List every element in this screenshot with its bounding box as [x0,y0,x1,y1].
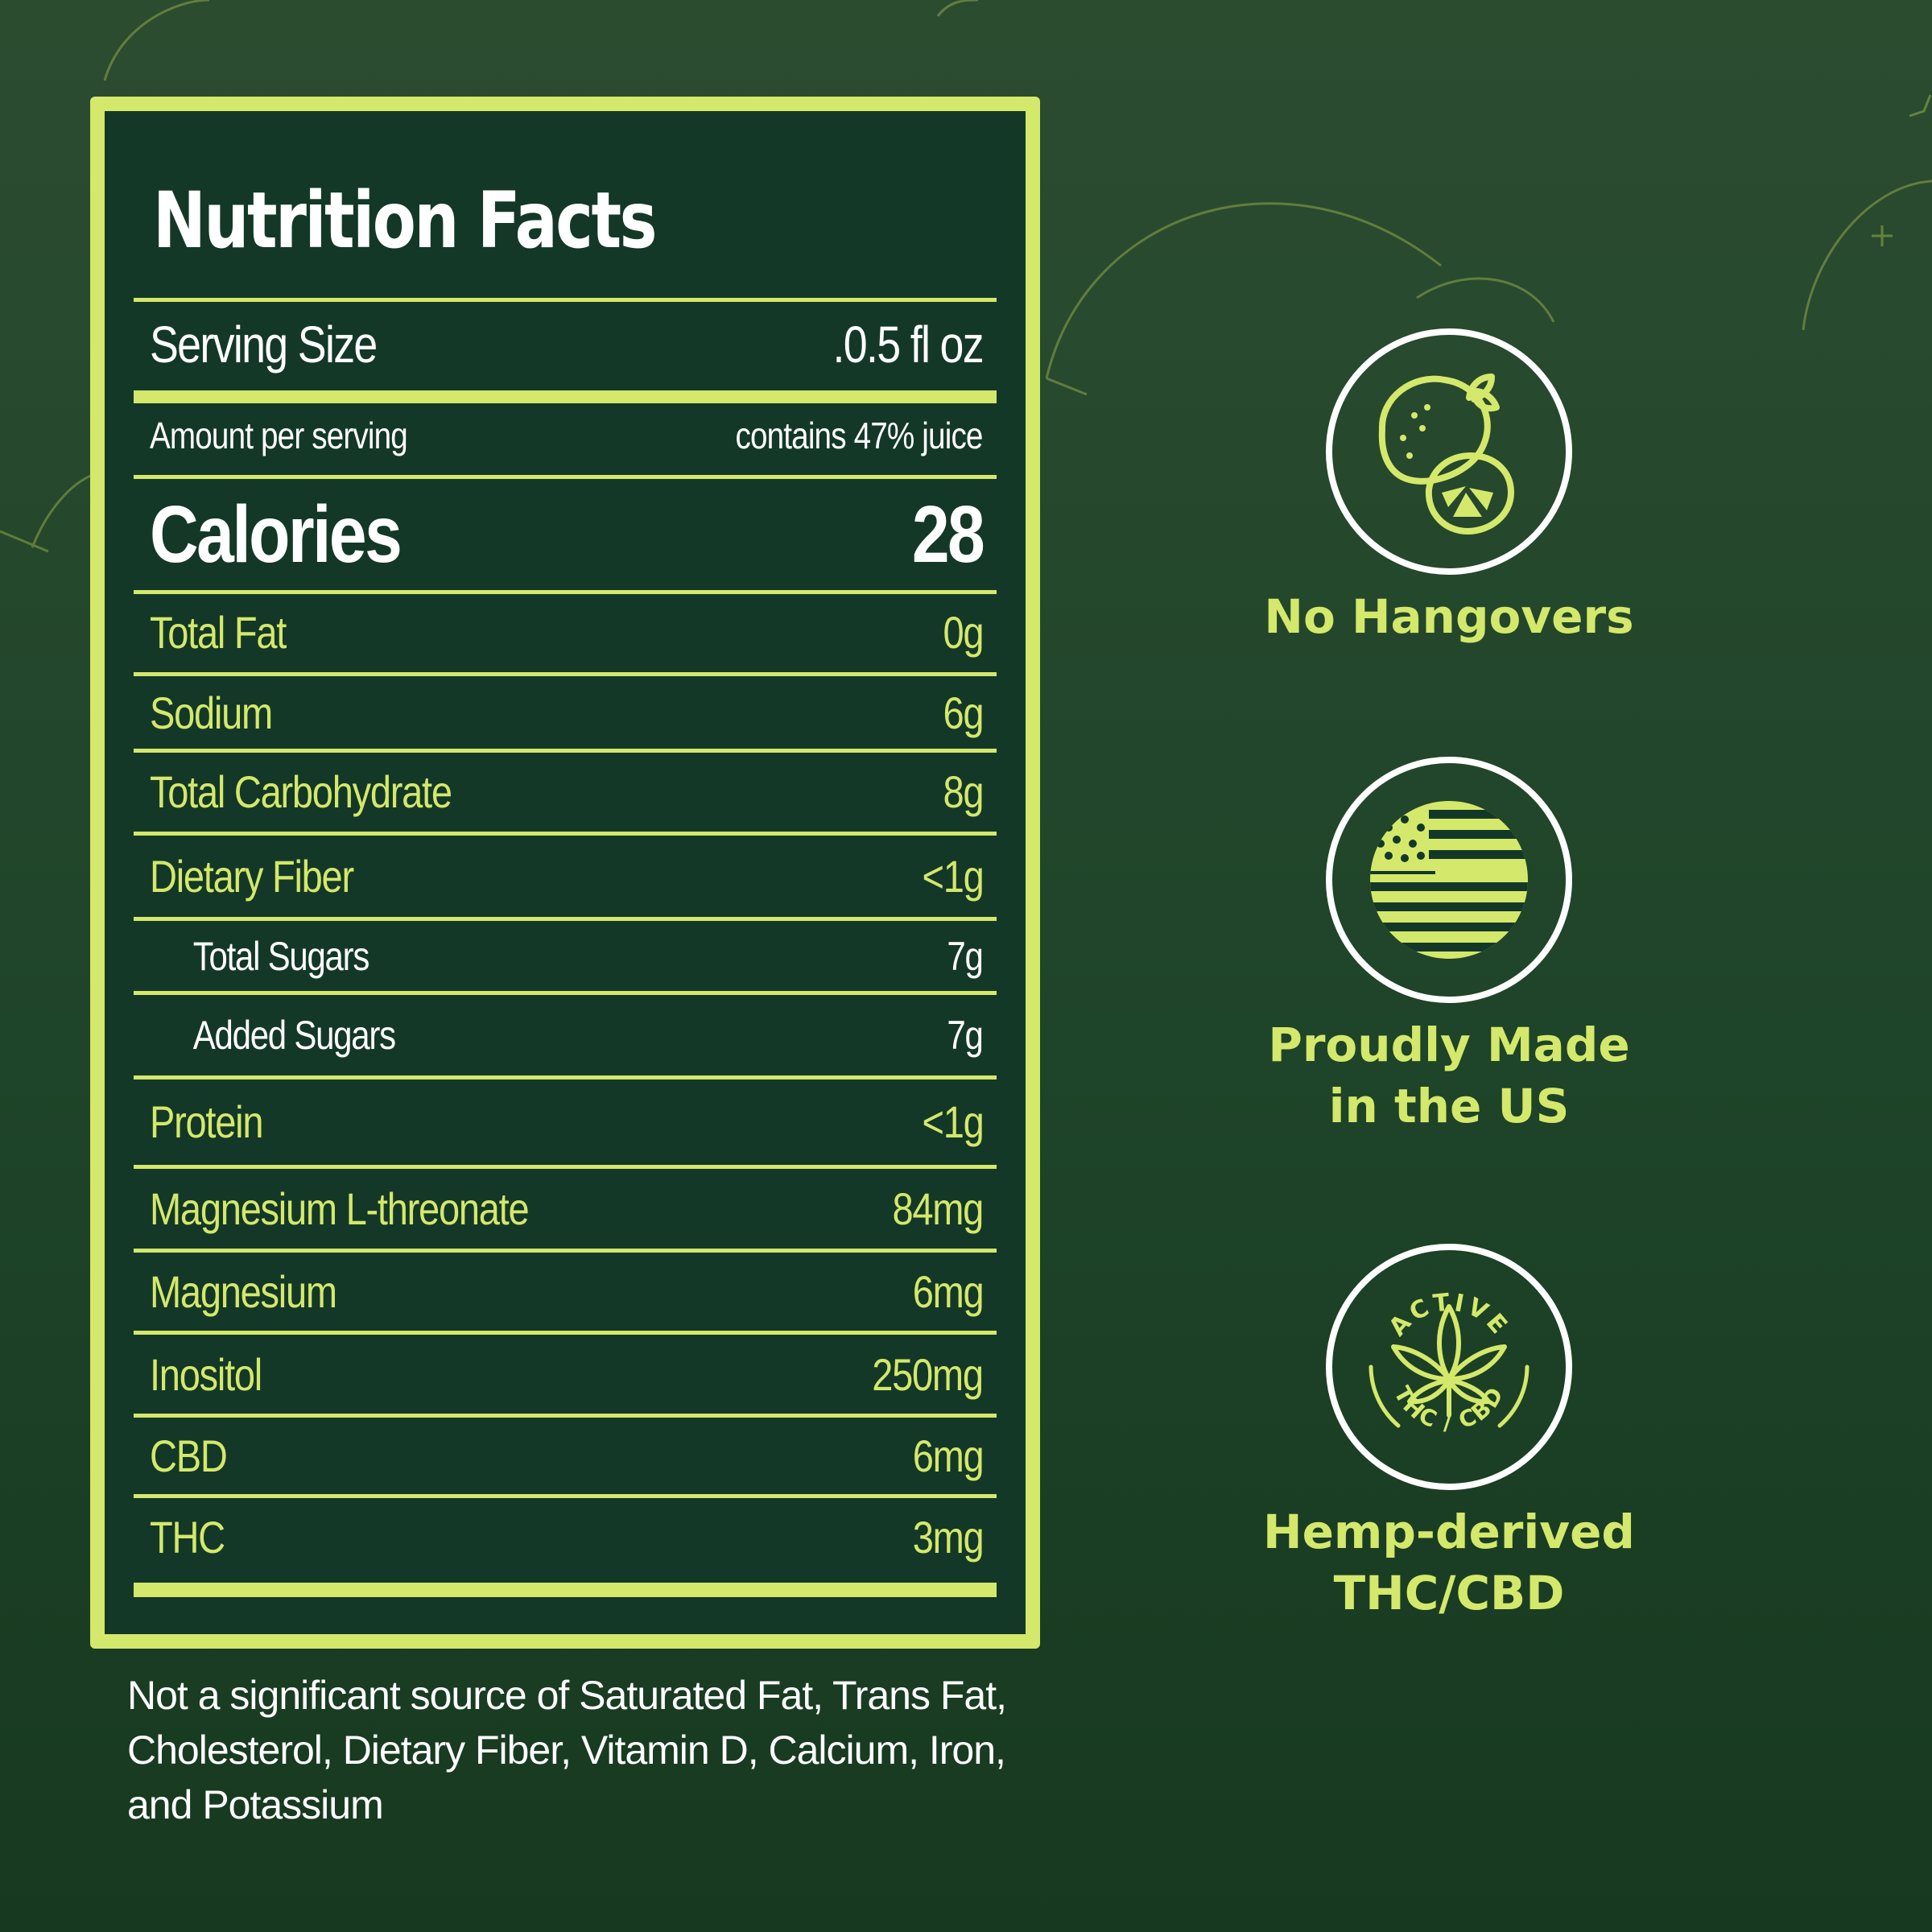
nutrient-value: 0g [943,607,984,658]
divider [134,1165,997,1169]
nutrient-value: <1g [921,1096,984,1147]
divider [134,832,997,836]
juice-note: contains 47% juice [735,415,984,456]
badge-made-in-us: Proudly Made in the US [1208,757,1690,1143]
serving-size-value: .0.5 fl oz [832,316,985,374]
nutrient-label: Added Sugars [192,1013,396,1058]
nutrient-row-magnesium-l-threonate: Magnesium L-threonate 84mg [150,1169,984,1249]
divider [134,1331,997,1335]
calories-row: Calories 28 [150,483,985,586]
nutrient-label: Total Fat [150,607,287,658]
divider [134,1249,997,1253]
footnote: Not a significant source of Saturated Fa… [127,1673,1007,1827]
nutrition-facts-title: Nutrition Facts [153,175,657,266]
nutrient-row-protein: Protein <1g [150,1080,984,1164]
amount-per-serving-row: Amount per serving contains 47% juice [150,407,984,464]
badge-label-line: THC/CBD [1333,1566,1565,1620]
nutrient-row-total-carbohydrate: Total Carbohydrate 8g [150,753,984,831]
nutrient-label: Magnesium L-threonate [150,1183,530,1234]
badge-circle [1326,757,1572,1003]
hemp-leaf-icon: ACTIVE THC / CBD [1368,1288,1530,1435]
nutrient-label: Protein [150,1096,263,1147]
nutrient-row-total-fat: Total Fat 0g [150,594,984,671]
divider [134,590,997,594]
nutrient-label: Sodium [150,687,273,738]
nutrient-value: 250mg [872,1348,984,1400]
nutrient-value: 7g [947,1013,984,1058]
divider [134,475,997,479]
nutrient-row-inositol: Inositol 250mg [150,1335,984,1414]
divider [134,917,997,921]
calories-label: Calories [150,489,402,580]
badge-no-hangovers: No Hangovers [1208,328,1690,667]
divider [134,298,997,302]
nutrient-label: Total Sugars [192,933,370,979]
nutrient-row-thc: THC 3mg [150,1498,984,1576]
nutrient-value: 6mg [912,1266,984,1317]
us-flag-icon [1370,801,1528,959]
amount-per-serving-label: Amount per serving [150,415,408,456]
divider [134,1494,997,1498]
badge-label-line: Proudly Made [1268,1018,1630,1072]
nutrient-label: Total Carbohydrate [150,766,452,817]
nutrient-row-total-sugars: Total Sugars 7g [150,921,984,991]
nutrient-label: CBD [150,1430,228,1481]
badge-circle [1326,328,1572,575]
nutrient-value: 6g [943,687,984,738]
thick-divider [134,1583,997,1597]
nutrition-facts-panel: Nutrition Facts Serving Size .0.5 fl oz … [90,97,1040,1649]
calories-value: 28 [911,489,985,580]
nutrient-row-added-sugars: Added Sugars 7g [150,995,984,1075]
serving-size-row: Serving Size .0.5 fl oz [150,312,985,377]
badge-label-line: in the US [1328,1079,1570,1133]
badge-label-line: Hemp-derived [1263,1505,1635,1559]
nutrient-label: Magnesium [150,1266,337,1317]
nutrient-value: <1g [921,850,984,902]
badge-label-line: No Hangovers [1264,589,1634,644]
serving-size-label: Serving Size [150,316,378,374]
badge-label: No Hangovers [1208,586,1690,647]
nutrient-value: 84mg [892,1183,984,1234]
nutrient-label: Inositol [150,1348,262,1400]
badge-circle: ACTIVE THC / CBD [1326,1244,1572,1490]
nutrient-value: 6mg [912,1430,984,1481]
badge-hemp-derived: ACTIVE THC / CBD Hemp-derived THC/CBD [1208,1244,1690,1630]
divider [134,1414,997,1418]
nutrient-row-magnesium: Magnesium 6mg [150,1253,984,1331]
ring-text-top: ACTIVE [1384,1288,1512,1342]
nutrient-value: 8g [943,766,984,817]
nutrient-row-cbd: CBD 6mg [150,1418,984,1494]
nutrient-label: THC [150,1512,225,1563]
thick-divider [134,390,997,403]
nutrient-label: Dietary Fiber [150,850,354,902]
nutrient-row-dietary-fiber: Dietary Fiber <1g [150,836,984,916]
divider [134,749,997,753]
lemon-lime-icon [1378,374,1514,535]
divider [134,991,997,995]
svg-text:ACTIVE: ACTIVE [1384,1288,1515,1342]
nutrient-value: 7g [947,933,984,979]
divider [134,672,997,676]
badge-label: Proudly Made in the US [1208,1014,1690,1137]
badge-label: Hemp-derived THC/CBD [1208,1501,1690,1624]
nutrient-value: 3mg [912,1512,984,1563]
nutrient-row-sodium: Sodium 6g [150,676,984,749]
divider [134,1075,997,1080]
